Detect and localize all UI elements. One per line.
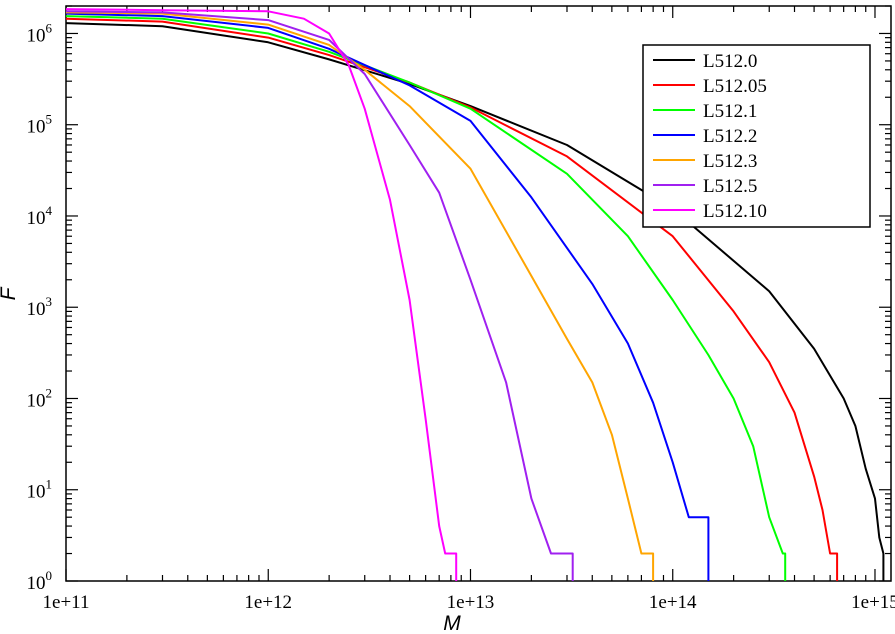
x-tick-labels: 1e+11 1e+12 1e+13 1e+14 1e+15 bbox=[43, 592, 895, 613]
series-line-2 bbox=[65, 15, 787, 581]
x-tick-label: 1e+14 bbox=[649, 592, 697, 613]
series-line-0 bbox=[65, 22, 885, 581]
series-line-1 bbox=[65, 17, 839, 581]
x-axis-title: M bbox=[443, 612, 461, 634]
y-tick-label: 100 bbox=[27, 568, 53, 594]
y-tick-label: 102 bbox=[27, 385, 53, 411]
major-ticks bbox=[65, 6, 891, 582]
y-axis-title: F bbox=[0, 286, 20, 300]
legend-label-4: L512.3 bbox=[703, 151, 757, 172]
y-tick-label: 103 bbox=[27, 294, 53, 320]
y-tick-label: 104 bbox=[27, 203, 53, 229]
legend-label-5: L512.5 bbox=[703, 176, 757, 197]
x-tick-label: 1e+13 bbox=[447, 592, 495, 613]
minor-ticks bbox=[66, 5, 891, 581]
y-tick-label: 105 bbox=[27, 112, 53, 138]
y-tick-label: 101 bbox=[27, 477, 53, 503]
x-tick-label: 1e+12 bbox=[244, 592, 292, 613]
plot-frame bbox=[65, 5, 892, 582]
legend: L512.0 L512.05 L512.1 L512.2 L512.3 L512.5 L51… bbox=[642, 44, 871, 228]
x-tick-label: 1e+15 bbox=[851, 592, 895, 613]
y-tick-label: 106 bbox=[27, 20, 53, 46]
x-tick-label: 1e+11 bbox=[43, 592, 90, 613]
legend-label-1: L512.05 bbox=[703, 76, 767, 97]
legend-label-0: L512.0 bbox=[703, 51, 757, 72]
series-line-3 bbox=[65, 12, 710, 581]
series-group bbox=[65, 8, 885, 581]
series-line-5 bbox=[65, 10, 574, 581]
legend-label-6: L512.10 bbox=[703, 201, 767, 222]
y-tick-labels: 100 101 102 103 104 105 106 bbox=[27, 20, 53, 594]
series-line-4 bbox=[65, 11, 655, 581]
legend-label-3: L512.2 bbox=[703, 126, 757, 147]
series-line-6 bbox=[65, 8, 458, 581]
legend-label-2: L512.1 bbox=[703, 101, 757, 122]
